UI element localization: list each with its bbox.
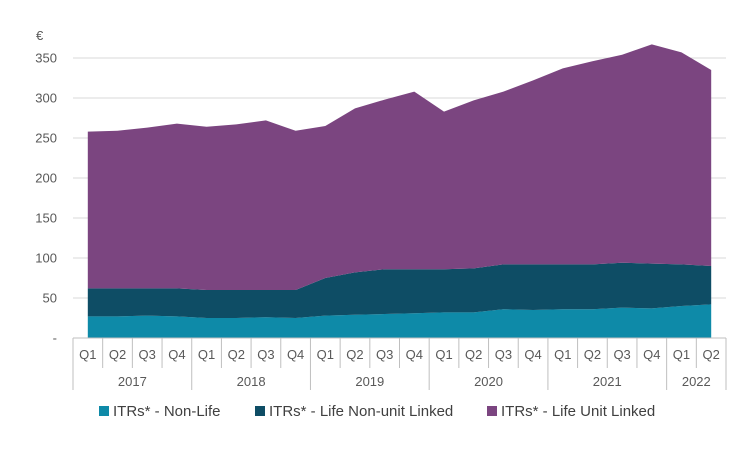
x-tick-label: Q2 bbox=[702, 347, 719, 362]
year-label: 2020 bbox=[474, 374, 503, 389]
x-axis: Q1 Q2 Q3 Q4 Q1 Q2 Q3 Q4 Q1 Q2 Q3 Q4 Q1 Q2 Q3 Q4 Q1 Q2 Q3 Q4… bbox=[72, 337, 727, 390]
year-label: 2018 bbox=[237, 374, 266, 389]
year-label: 2021 bbox=[593, 374, 622, 389]
y-tick-label: - bbox=[53, 331, 57, 346]
x-tick-label: Q1 bbox=[79, 347, 96, 362]
x-tick-label: Q4 bbox=[406, 347, 423, 362]
x-tick-label: Q2 bbox=[228, 347, 245, 362]
y-tick-label: 300 bbox=[35, 91, 57, 106]
y-tick-label: 250 bbox=[35, 131, 57, 146]
x-tick-label: Q3 bbox=[257, 347, 274, 362]
x-tick-label: Q2 bbox=[584, 347, 601, 362]
x-tick-label: Q2 bbox=[465, 347, 482, 362]
area-series-band bbox=[87, 304, 712, 338]
y-tick-label: 100 bbox=[35, 251, 57, 266]
y-tick-label: 350 bbox=[35, 51, 57, 66]
x-tick-label: Q4 bbox=[524, 347, 541, 362]
x-tick-label: Q4 bbox=[168, 347, 185, 362]
legend-swatch bbox=[487, 406, 497, 416]
x-tick-label: Q3 bbox=[613, 347, 630, 362]
x-tick-label: Q3 bbox=[495, 347, 512, 362]
legend: ITRs* - Non-Life ITRs* - Life Non-unit Li… bbox=[99, 403, 655, 420]
year-label: 2022 bbox=[682, 374, 711, 389]
legend-label: ITRs* - Life Non-unit Linked bbox=[269, 403, 453, 420]
legend-label: ITRs* - Life Unit Linked bbox=[501, 403, 655, 420]
x-tick-label: Q1 bbox=[317, 347, 334, 362]
area-series bbox=[87, 44, 712, 338]
x-tick-label: Q3 bbox=[139, 347, 156, 362]
year-label: 2019 bbox=[355, 374, 384, 389]
x-tick-label: Q4 bbox=[287, 347, 304, 362]
x-tick-label: Q2 bbox=[346, 347, 363, 362]
x-tick-label: Q1 bbox=[673, 347, 690, 362]
x-tick-label: Q1 bbox=[435, 347, 452, 362]
y-tick-label: 200 bbox=[35, 171, 57, 186]
year-label: 2017 bbox=[118, 374, 147, 389]
y-tick-label: 50 bbox=[43, 291, 57, 306]
x-tick-label: Q1 bbox=[554, 347, 571, 362]
x-tick-label: Q2 bbox=[109, 347, 126, 362]
y-tick-label: 150 bbox=[35, 211, 57, 226]
legend-swatch bbox=[255, 406, 265, 416]
x-tick-label: Q1 bbox=[198, 347, 215, 362]
x-tick-label: Q4 bbox=[643, 347, 660, 362]
y-axis: - 50 100 150 200 250 300 350 bbox=[35, 51, 57, 346]
x-tick-label: Q3 bbox=[376, 347, 393, 362]
legend-label: ITRs* - Non-Life bbox=[113, 403, 221, 420]
legend-swatch bbox=[99, 406, 109, 416]
y-axis-label: € bbox=[36, 28, 44, 43]
area-series-band bbox=[87, 44, 712, 291]
area-series-band bbox=[87, 262, 712, 318]
